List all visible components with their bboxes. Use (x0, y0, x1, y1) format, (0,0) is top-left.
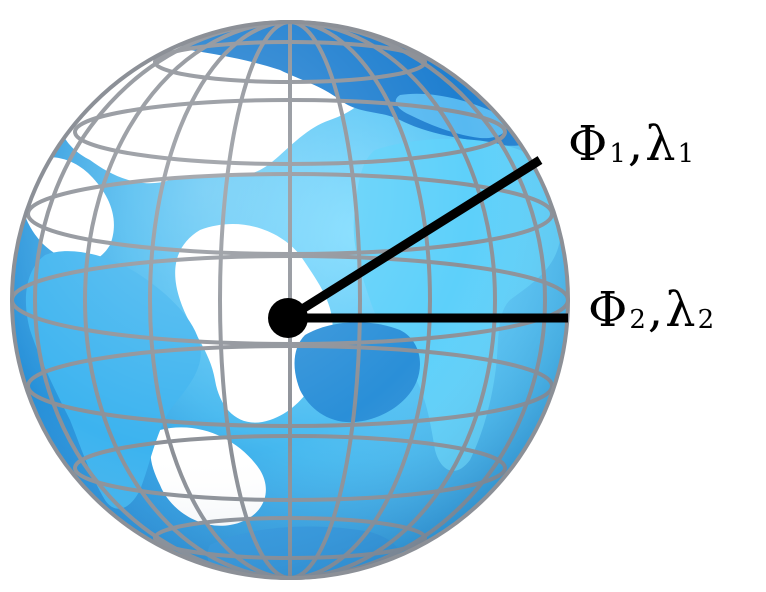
globe-icon (10, 20, 570, 580)
lambda-subscript: 2 (697, 305, 715, 335)
lambda-symbol: λ (645, 116, 676, 172)
center-point-icon (268, 298, 308, 338)
phi-symbol: Φ (588, 282, 628, 338)
coordinate-label-2: Φ2,λ2 (588, 286, 716, 334)
separator: , (647, 282, 664, 338)
globe-rim (10, 20, 570, 580)
phi-subscript: 1 (609, 139, 626, 169)
lambda-subscript: 1 (677, 139, 695, 169)
phi-subscript: 2 (629, 305, 646, 335)
separator: , (627, 116, 644, 172)
phi-symbol: Φ (568, 116, 608, 172)
coordinate-label-1: Φ1,λ1 (568, 120, 696, 168)
radius-line-1 (285, 156, 543, 322)
lambda-symbol: λ (665, 282, 696, 338)
